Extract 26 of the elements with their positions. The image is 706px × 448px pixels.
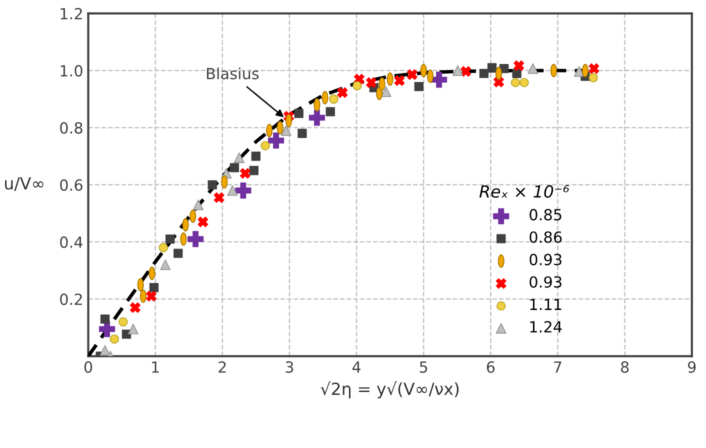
- legend-label: 0.93: [530, 276, 562, 288]
- legend-label: 0.93: [530, 254, 562, 266]
- legend-label: 0.86: [530, 231, 562, 243]
- legend-label: 1.24: [530, 321, 562, 332]
- y-tick-label: 0.8: [60, 122, 82, 134]
- x-axis-title: √2η = y√(V∞/νx): [320, 381, 459, 398]
- x-tick-label: 3: [286, 361, 294, 373]
- x-tick-label: 4: [352, 361, 361, 373]
- y-tick-label: 0.4: [60, 236, 83, 248]
- x-tick-label: 7: [554, 361, 562, 373]
- y-tick-label: 0.2: [60, 294, 82, 306]
- y-tick-label: 1.2: [60, 8, 82, 20]
- y-tick-label: 0.6: [60, 179, 82, 191]
- y-tick-label: 1.0: [60, 65, 82, 77]
- x-tick-label: 9: [688, 361, 696, 373]
- legend-label: 0.85: [530, 208, 562, 220]
- x-tick-label: 5: [420, 361, 428, 373]
- legend-title: Reₓ × 10⁻⁶: [479, 185, 570, 198]
- x-tick-label: 0: [84, 361, 92, 373]
- annotation: Blasius: [206, 68, 259, 80]
- y-axis-title: u/V∞: [5, 177, 44, 191]
- x-tick-label: 8: [620, 361, 629, 373]
- x-tick-label: 6: [486, 361, 495, 373]
- legend-label: 1.11: [530, 298, 562, 310]
- x-tick-label: 2: [218, 361, 226, 373]
- x-tick-label: 1: [152, 361, 159, 373]
